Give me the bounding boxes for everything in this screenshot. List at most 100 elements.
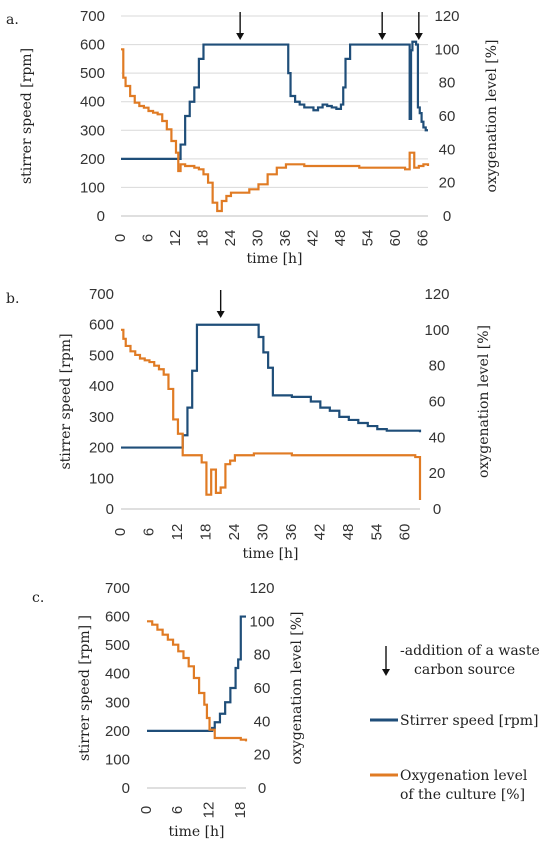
y2-tick-label: 40 bbox=[429, 429, 446, 446]
x-axis-title: time [h] bbox=[242, 546, 298, 562]
oxygenation-series-line bbox=[121, 48, 430, 213]
x-tick-label: 24 bbox=[226, 524, 243, 541]
x-tick-label: 30 bbox=[249, 230, 266, 247]
x-tick-label: 0 bbox=[112, 528, 129, 536]
x-tick-label: 66 bbox=[414, 230, 431, 247]
x-tick-label: 60 bbox=[387, 230, 404, 247]
x-tick-label: 54 bbox=[368, 524, 385, 541]
x-tick-label: 6 bbox=[139, 234, 156, 242]
y-tick-label: 100 bbox=[80, 179, 105, 196]
x-tick-label: 0 bbox=[138, 806, 155, 814]
y2-tick-label: 100 bbox=[434, 41, 459, 58]
y-tick-label: 500 bbox=[80, 65, 105, 82]
y-tick-label: 400 bbox=[105, 666, 130, 683]
x-tick-label: 36 bbox=[283, 524, 300, 541]
y-tick-label: 0 bbox=[122, 780, 130, 797]
x-tick-label: 12 bbox=[167, 230, 184, 247]
y2-tick-label: 120 bbox=[434, 8, 459, 25]
panel-a-label: a. bbox=[6, 12, 19, 28]
stirrer-series-line bbox=[121, 40, 428, 160]
legend-oxygen-label-2: of the culture [%] bbox=[400, 787, 525, 803]
carbon-addition-arrow-head bbox=[236, 33, 245, 40]
x-axis-title: time [h] bbox=[168, 824, 224, 840]
y-tick-label: 200 bbox=[105, 723, 130, 740]
y2-axis-title: oxygenation level [%] bbox=[484, 40, 500, 193]
y-tick-label: 700 bbox=[105, 580, 130, 597]
oxygenation-series-line bbox=[121, 328, 422, 501]
y2-tick-label: 120 bbox=[424, 286, 449, 303]
stirrer-series-line bbox=[121, 323, 422, 449]
y2-tick-label: 60 bbox=[439, 108, 456, 125]
x-tick-label: 0 bbox=[112, 234, 129, 242]
y2-tick-label: 60 bbox=[254, 680, 271, 697]
y2-tick-label: 20 bbox=[254, 747, 271, 764]
y-tick-label: 300 bbox=[89, 409, 114, 426]
x-tick-label: 54 bbox=[359, 230, 376, 247]
y2-tick-label: 60 bbox=[429, 394, 446, 411]
x-tick-label: 24 bbox=[222, 230, 239, 247]
y-tick-label: 500 bbox=[105, 637, 130, 654]
y2-axis-title: oxygenation level [%] bbox=[289, 612, 305, 765]
x-tick-label: 12 bbox=[169, 524, 186, 541]
carbon-addition-arrow-head bbox=[414, 33, 423, 40]
x-tick-label: 6 bbox=[140, 528, 157, 536]
legend-stirrer-label: Stirrer speed [rpm] bbox=[400, 713, 539, 729]
oxygenation-series-line bbox=[147, 620, 248, 742]
y-tick-label: 400 bbox=[89, 378, 114, 395]
y-tick-label: 0 bbox=[97, 208, 105, 225]
y-tick-label: 100 bbox=[105, 751, 130, 768]
x-tick-label: 12 bbox=[200, 802, 217, 819]
chart-panel-c: 0 100 200 300 400 500 600 700 0 20 40 60 80 100 120 0 6 1… bbox=[77, 580, 305, 840]
x-tick-label: 6 bbox=[169, 806, 186, 814]
y2-tick-label: 0 bbox=[258, 780, 266, 797]
legend-arrow-text-2: carbon source bbox=[414, 662, 515, 678]
y-tick-label: 200 bbox=[80, 151, 105, 168]
panel-b-label: b. bbox=[6, 291, 19, 307]
y2-tick-label: 0 bbox=[443, 208, 451, 225]
y2-tick-label: 120 bbox=[249, 580, 274, 597]
x-tick-label: 18 bbox=[194, 230, 211, 247]
carbon-addition-arrow-head bbox=[378, 33, 387, 40]
y2-tick-label: 20 bbox=[439, 175, 456, 192]
carbon-addition-arrow-head bbox=[216, 311, 225, 318]
y2-tick-label: 80 bbox=[439, 75, 456, 92]
y2-tick-label: 100 bbox=[249, 613, 274, 630]
x-tick-label: 42 bbox=[304, 230, 321, 247]
x-tick-label: 42 bbox=[311, 524, 328, 541]
y-tick-label: 700 bbox=[80, 8, 105, 25]
x-tick-label: 60 bbox=[397, 524, 414, 541]
y2-tick-label: 80 bbox=[254, 647, 271, 664]
legend-arrow-text-1: -addition of a waste bbox=[400, 643, 540, 659]
y-tick-label: 500 bbox=[89, 347, 114, 364]
y-tick-label: 600 bbox=[89, 317, 114, 334]
legend-arrow-head bbox=[382, 669, 390, 676]
legend-oxygen-label-1: Oxygenation level bbox=[400, 768, 528, 784]
y-axis-title: stirrer speed [rpm] ] bbox=[77, 615, 93, 761]
y2-tick-label: 80 bbox=[429, 358, 446, 375]
x-tick-label: 48 bbox=[340, 524, 357, 541]
x-tick-label: 48 bbox=[332, 230, 349, 247]
y-tick-label: 700 bbox=[89, 286, 114, 303]
y-tick-label: 300 bbox=[80, 122, 105, 139]
x-tick-label: 30 bbox=[254, 524, 271, 541]
y2-tick-label: 40 bbox=[439, 141, 456, 158]
x-tick-label: 18 bbox=[232, 802, 249, 819]
y-tick-label: 100 bbox=[89, 470, 114, 487]
stirrer-series-line bbox=[147, 615, 246, 732]
y-tick-label: 600 bbox=[105, 609, 130, 626]
chart-panel-b: 0 100 200 300 400 500 600 700 0 20 40 60 80 100 120 0 6 1… bbox=[58, 286, 492, 562]
y-tick-label: 600 bbox=[80, 37, 105, 54]
y-tick-label: 0 bbox=[106, 501, 114, 518]
y-tick-label: 200 bbox=[89, 440, 114, 457]
y-tick-label: 400 bbox=[80, 94, 105, 111]
y-tick-label: 300 bbox=[105, 694, 130, 711]
y2-tick-label: 100 bbox=[424, 322, 449, 339]
y2-tick-label: 20 bbox=[429, 465, 446, 482]
panel-c-label: c. bbox=[32, 590, 44, 606]
x-tick-label: 18 bbox=[197, 524, 214, 541]
y2-axis-title: oxygenation level [%] bbox=[476, 325, 492, 478]
legend: -addition of a waste carbon source Stirr… bbox=[370, 643, 540, 803]
y-axis-title: stirrer speed [rpm] bbox=[58, 333, 74, 469]
y-axis-title: stirrer speed [rpm] bbox=[19, 48, 35, 184]
